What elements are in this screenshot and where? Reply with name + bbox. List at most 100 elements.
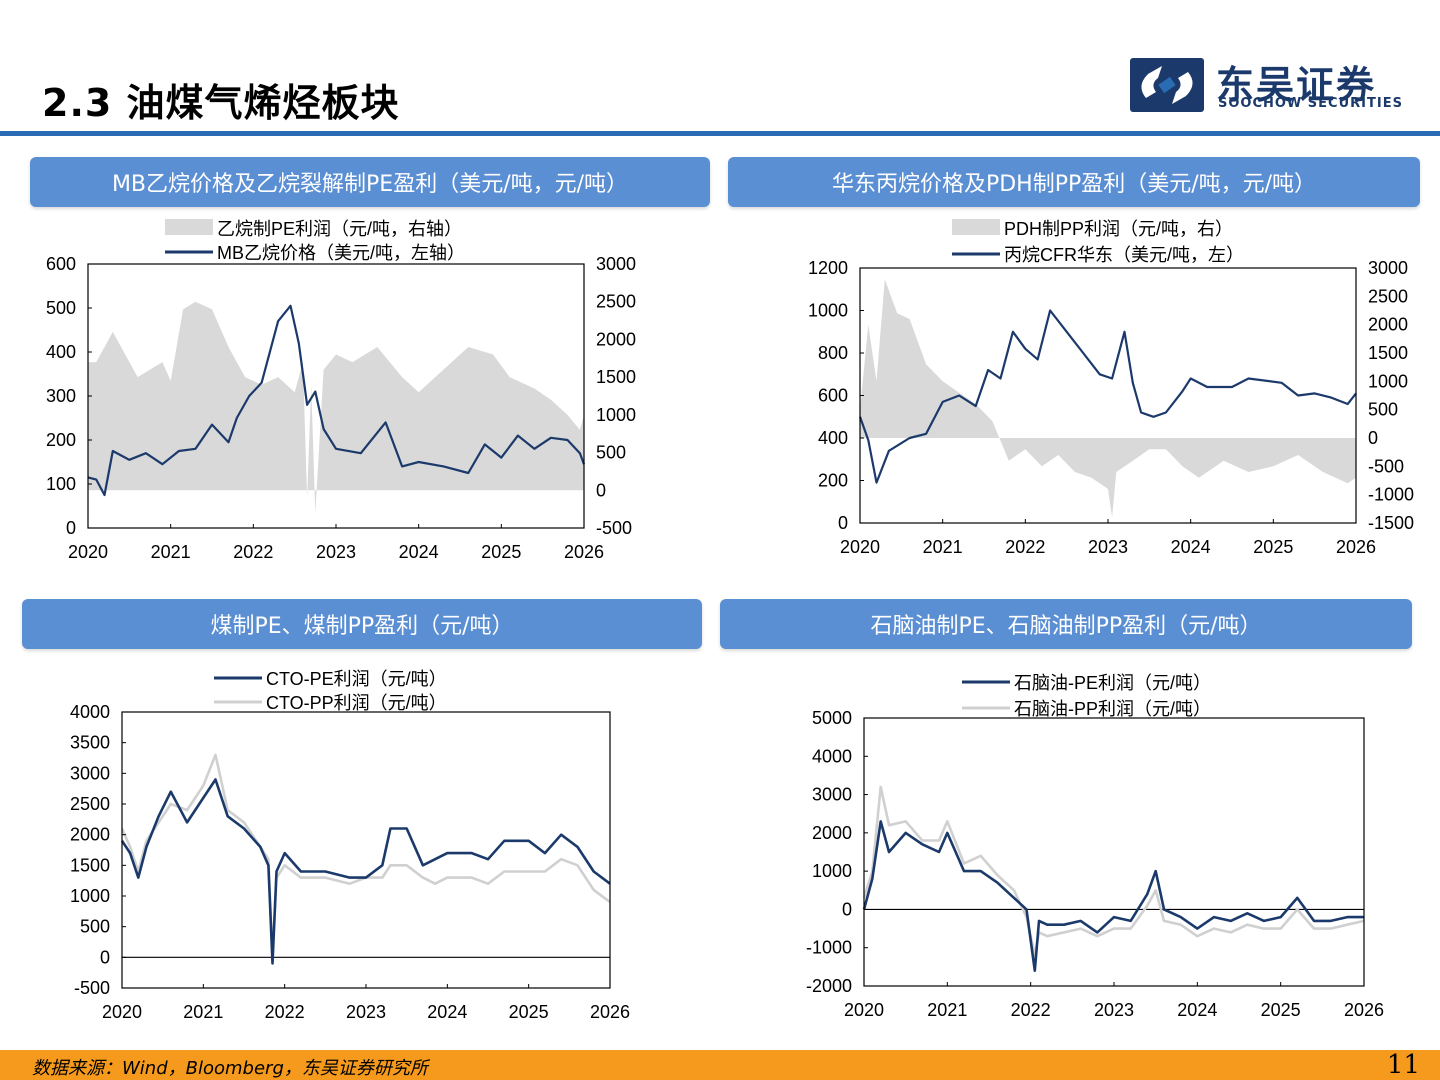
- y2-tick-label: -500: [596, 518, 632, 538]
- x-tick-label: 2020: [68, 542, 108, 562]
- cto-chart: -500 0 500 1000 1500 2000 2500 3000 3500 4000 2020…: [70, 669, 630, 1022]
- x-tick-label: 2024: [427, 1002, 467, 1022]
- y2-tick-label: 1000: [596, 405, 636, 425]
- price-line: [858, 309, 1357, 484]
- legend-label: PDH制PP利润（元/吨，右）: [1004, 219, 1233, 239]
- y-tick-label: 1500: [70, 855, 110, 875]
- profit-area: [860, 279, 1356, 518]
- x-tick-label: 2021: [927, 1000, 967, 1020]
- y2-tick-label: 2000: [1368, 315, 1408, 335]
- y-tick-label: 2000: [812, 823, 852, 843]
- y-tick-label: 400: [818, 428, 848, 448]
- y-tick-label: -500: [74, 978, 110, 998]
- header-divider: [0, 131, 1440, 136]
- page-title: 2.3 油煤气烯烃板块: [42, 81, 400, 125]
- y-tick-label: 0: [838, 513, 848, 533]
- price-line: [87, 304, 586, 497]
- y-tick-label: 5000: [812, 708, 852, 728]
- y-tick-label: 500: [80, 917, 110, 937]
- x-tick-label: 2025: [481, 542, 521, 562]
- x-tick-label: 2024: [399, 542, 439, 562]
- y2-tick-label: 1500: [596, 367, 636, 387]
- y2-tick-label: 3000: [1368, 258, 1408, 278]
- legend-swatch: [952, 219, 1000, 235]
- y2-tick-label: 3000: [596, 254, 636, 274]
- y-tick-label: 1000: [70, 886, 110, 906]
- x-tick-label: 2025: [509, 1002, 549, 1022]
- x-tick-label: 2021: [183, 1002, 223, 1022]
- y2-tick-label: 2500: [1368, 286, 1408, 306]
- x-tick-label: 2023: [346, 1002, 386, 1022]
- y2-tick-label: 1000: [1368, 371, 1408, 391]
- profit-area: [88, 301, 584, 513]
- y-tick-label: 0: [842, 899, 852, 919]
- x-tick-label: 2022: [1005, 537, 1045, 557]
- chart-4-banner: 石脑油制PE、石脑油制PP盈利（元/吨）: [720, 599, 1412, 649]
- y-tick-label: 2000: [70, 825, 110, 845]
- x-tick-label: 2025: [1253, 537, 1293, 557]
- x-tick-label: 2026: [564, 542, 604, 562]
- y2-tick-label: -500: [1368, 456, 1404, 476]
- x-tick-label: 2023: [1088, 537, 1128, 557]
- y-tick-label: 4000: [70, 702, 110, 722]
- y-tick-label: 3500: [70, 733, 110, 753]
- legend-label: CTO-PE利润（元/吨）: [266, 669, 447, 689]
- legend-label: 丙烷CFR华东（美元/吨，左）: [1004, 245, 1244, 265]
- y-tick-label: 200: [818, 471, 848, 491]
- legend-label: CTO-PP利润（元/吨）: [266, 693, 447, 713]
- chart-2-banner: 华东丙烷价格及PDH制PP盈利（美元/吨，元/吨）: [728, 157, 1420, 207]
- x-tick-label: 2020: [840, 537, 880, 557]
- y-tick-label: 0: [66, 518, 76, 538]
- y-tick-label: 1200: [808, 258, 848, 278]
- x-tick-label: 2021: [923, 537, 963, 557]
- y-tick-label: 2500: [70, 794, 110, 814]
- y-tick-label: 100: [46, 474, 76, 494]
- x-tick-label: 2020: [844, 1000, 884, 1020]
- y-tick-label: 1000: [808, 301, 848, 321]
- y2-tick-label: 500: [1368, 400, 1398, 420]
- y-tick-label: 600: [46, 254, 76, 274]
- y2-tick-label: 500: [596, 443, 626, 463]
- x-tick-label: 2023: [1094, 1000, 1134, 1020]
- series-line-dark: [120, 778, 611, 965]
- brand-logo: 东吴证券 SOOCHOW SECURITIES: [1130, 58, 1410, 118]
- plot-frame: [121, 711, 611, 989]
- soochow-logo-icon: [1130, 58, 1204, 112]
- logo-chinese-name: 东吴证券: [1216, 63, 1377, 107]
- page-number: 11: [1386, 1050, 1420, 1080]
- y-tick-label: 400: [46, 342, 76, 362]
- x-tick-label: 2024: [1177, 1000, 1217, 1020]
- y-tick-label: 200: [46, 430, 76, 450]
- naphtha-chart: -2000 -1000 0 1000 2000 3000 4000 5000 2020 2021 2…: [806, 673, 1384, 1020]
- y2-tick-label: 0: [596, 480, 606, 500]
- series-line-light: [120, 753, 611, 959]
- y-tick-label: 300: [46, 386, 76, 406]
- propane-pdh-chart: 0 200 400 600 800 1000 1200 -1500 -1000 -500 0 500 1…: [808, 219, 1414, 557]
- y-tick-label: 800: [818, 343, 848, 363]
- legend-label: 石脑油-PP利润（元/吨）: [1014, 699, 1211, 719]
- y-tick-label: -2000: [806, 976, 852, 996]
- series-line-light: [862, 785, 1365, 957]
- y-tick-label: 4000: [812, 746, 852, 766]
- x-tick-label: 2026: [590, 1002, 630, 1022]
- y-tick-label: 3000: [812, 785, 852, 805]
- x-tick-label: 2024: [1171, 537, 1211, 557]
- y2-tick-label: -1500: [1368, 513, 1414, 533]
- x-tick-label: 2022: [233, 542, 273, 562]
- x-tick-label: 2021: [151, 542, 191, 562]
- y2-tick-label: 0: [1368, 428, 1378, 448]
- series-line-dark: [862, 820, 1364, 972]
- x-tick-label: 2025: [1261, 1000, 1301, 1020]
- y2-tick-label: 2000: [596, 329, 636, 349]
- y-tick-label: 0: [100, 947, 110, 967]
- logo-english-name: SOOCHOW SECURITIES: [1218, 96, 1403, 111]
- y-tick-label: -1000: [806, 938, 852, 958]
- y-tick-label: 1000: [812, 861, 852, 881]
- x-tick-label: 2020: [102, 1002, 142, 1022]
- y-tick-label: 500: [46, 298, 76, 318]
- legend-swatch: [165, 219, 213, 235]
- legend-label: 石脑油-PE利润（元/吨）: [1014, 673, 1211, 693]
- y-tick-label: 3000: [70, 763, 110, 783]
- y2-tick-label: 2500: [596, 292, 636, 312]
- x-tick-label: 2022: [1011, 1000, 1051, 1020]
